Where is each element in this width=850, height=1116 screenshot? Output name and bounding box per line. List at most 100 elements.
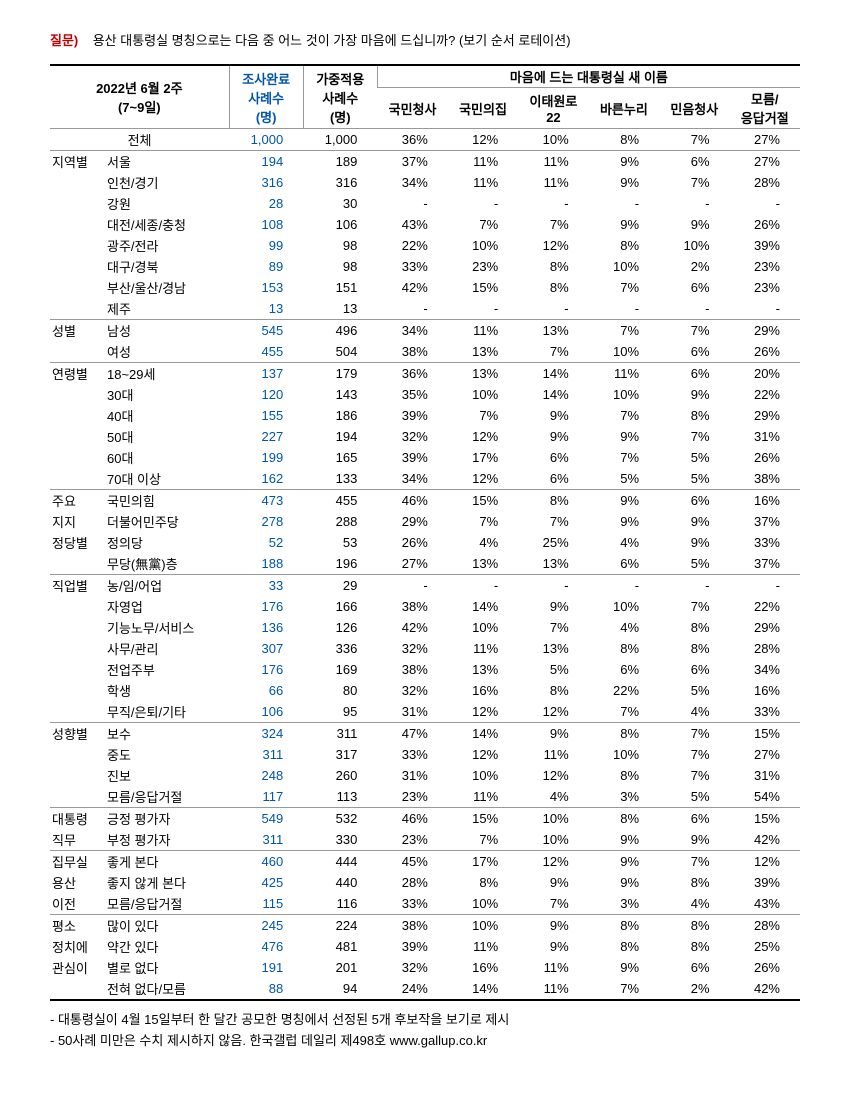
cell-v5: 29%	[730, 320, 800, 342]
cell-v5: 27%	[730, 129, 800, 151]
cell-v0: 31%	[377, 765, 447, 786]
category-label	[50, 298, 105, 320]
cell-n2: 94	[303, 978, 377, 1000]
cell-v2: 11%	[518, 172, 588, 193]
category-label	[50, 447, 105, 468]
cell-v3: 8%	[589, 723, 659, 745]
row-label: 자영업	[105, 596, 229, 617]
cell-n2: 143	[303, 384, 377, 405]
cell-n2: 336	[303, 638, 377, 659]
cell-n1: 194	[229, 151, 303, 173]
cell-v3: 7%	[589, 701, 659, 723]
cell-v4: 9%	[659, 511, 729, 532]
category-label	[50, 680, 105, 701]
cell-v1: 10%	[448, 893, 518, 915]
footnote-1: - 대통령실이 4월 15일부터 한 달간 공모한 명칭에서 선정된 5개 후보…	[50, 1009, 800, 1028]
cell-v5: 16%	[730, 490, 800, 512]
cell-n1: 52	[229, 532, 303, 553]
cell-v3: 3%	[589, 893, 659, 915]
cell-v4: 7%	[659, 596, 729, 617]
cell-v3: 8%	[589, 235, 659, 256]
row-label: 부정 평가자	[105, 829, 229, 851]
cell-v5: 23%	[730, 277, 800, 298]
cell-v3: -	[589, 575, 659, 597]
cell-v4: 8%	[659, 638, 729, 659]
cell-v0: 33%	[377, 893, 447, 915]
cell-v0: -	[377, 193, 447, 214]
row-label: 인천/경기	[105, 172, 229, 193]
cell-v3: 6%	[589, 659, 659, 680]
cell-n2: 98	[303, 235, 377, 256]
cell-v1: 23%	[448, 256, 518, 277]
cell-v2: 8%	[518, 490, 588, 512]
cell-v5: 37%	[730, 553, 800, 575]
cell-n2: 201	[303, 957, 377, 978]
cell-v3: 3%	[589, 786, 659, 808]
row-label: 무당(無黨)층	[105, 553, 229, 575]
cell-v0: 23%	[377, 829, 447, 851]
cell-v1: 8%	[448, 872, 518, 893]
cell-v1: 13%	[448, 363, 518, 385]
cell-v3: -	[589, 193, 659, 214]
category-label: 대통령	[50, 808, 105, 830]
cell-n2: 179	[303, 363, 377, 385]
cell-v2: 6%	[518, 447, 588, 468]
cell-v1: 12%	[448, 129, 518, 151]
cell-v0: 38%	[377, 915, 447, 937]
cell-v4: 6%	[659, 151, 729, 173]
footnote-2: - 50사례 미만은 수치 제시하지 않음. 한국갤럽 데일리 제498호 ww…	[50, 1030, 800, 1049]
cell-v0: 46%	[377, 490, 447, 512]
row-label: 30대	[105, 384, 229, 405]
cell-v0: 39%	[377, 936, 447, 957]
category-label: 평소	[50, 915, 105, 937]
cell-v1: 13%	[448, 553, 518, 575]
row-label: 진보	[105, 765, 229, 786]
cell-v2: 6%	[518, 468, 588, 490]
cell-v1: 15%	[448, 808, 518, 830]
hdr-opt-4: 민음청사	[659, 88, 729, 129]
row-total-label: 전체	[50, 129, 229, 151]
cell-n1: 137	[229, 363, 303, 385]
cell-v3: 7%	[589, 277, 659, 298]
cell-n1: 120	[229, 384, 303, 405]
cell-n1: 108	[229, 214, 303, 235]
cell-v2: 13%	[518, 320, 588, 342]
cell-n1: 476	[229, 936, 303, 957]
cell-v0: 38%	[377, 596, 447, 617]
cell-v1: 7%	[448, 829, 518, 851]
cell-v5: 28%	[730, 638, 800, 659]
row-label: 강원	[105, 193, 229, 214]
cell-v3: 7%	[589, 320, 659, 342]
cell-v0: 37%	[377, 151, 447, 173]
cell-v0: 28%	[377, 872, 447, 893]
cell-n1: 188	[229, 553, 303, 575]
cell-v3: 9%	[589, 214, 659, 235]
cell-n2: 30	[303, 193, 377, 214]
cell-v0: 47%	[377, 723, 447, 745]
cell-v4: 6%	[659, 659, 729, 680]
hdr-surveyed: 조사완료사례수(명)	[229, 65, 303, 129]
cell-v4: 6%	[659, 363, 729, 385]
category-label	[50, 468, 105, 490]
cell-v1: 11%	[448, 786, 518, 808]
cell-v1: 11%	[448, 638, 518, 659]
cell-v4: 6%	[659, 808, 729, 830]
cell-v5: 42%	[730, 978, 800, 1000]
cell-v4: 7%	[659, 851, 729, 873]
row-label: 많이 있다	[105, 915, 229, 937]
cell-v4: 10%	[659, 235, 729, 256]
cell-v3: 9%	[589, 426, 659, 447]
cell-v1: 14%	[448, 723, 518, 745]
cell-v3: 4%	[589, 617, 659, 638]
cell-n1: 278	[229, 511, 303, 532]
cell-v4: 9%	[659, 214, 729, 235]
category-label	[50, 553, 105, 575]
cell-n2: 133	[303, 468, 377, 490]
cell-v4: 5%	[659, 786, 729, 808]
row-label: 긍정 평가자	[105, 808, 229, 830]
cell-v5: 37%	[730, 511, 800, 532]
row-label: 60대	[105, 447, 229, 468]
cell-v0: 36%	[377, 363, 447, 385]
cell-v4: 7%	[659, 172, 729, 193]
cell-n1: 33	[229, 575, 303, 597]
